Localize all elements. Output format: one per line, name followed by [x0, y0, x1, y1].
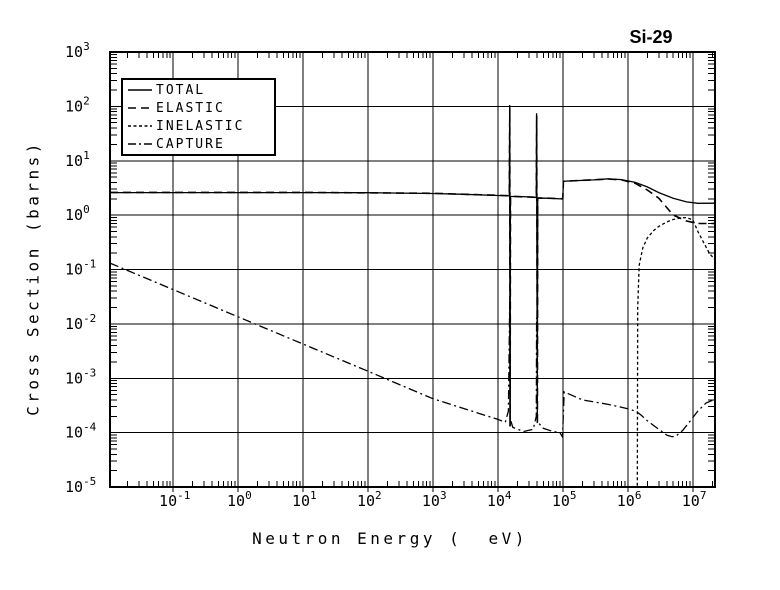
- svg-text:105: 105: [552, 489, 577, 510]
- svg-text:10-1: 10-1: [159, 489, 190, 510]
- capture-line-sample: [128, 143, 152, 145]
- x-axis-label: Neutron Energy ( eV): [252, 529, 528, 548]
- svg-text:106: 106: [617, 489, 642, 510]
- legend-item-inelastic: INELASTIC: [127, 118, 274, 134]
- svg-text:104: 104: [487, 489, 512, 510]
- svg-text:103: 103: [65, 40, 90, 61]
- series-elastic-line: [110, 107, 715, 427]
- x-tick-labels: 10-1 100 101 102 103 104 105 106 107: [159, 489, 706, 510]
- svg-text:107: 107: [682, 489, 707, 510]
- series-total-line: [110, 104, 716, 427]
- plot-frame: [109, 51, 716, 488]
- inelastic-line-sample: [128, 125, 152, 127]
- y-axis-label: Cross Section (barns): [23, 140, 43, 416]
- legend-item-elastic: ELASTIC: [127, 100, 274, 116]
- svg-text:101: 101: [292, 489, 317, 510]
- legend-item-capture: CAPTURE: [127, 136, 274, 152]
- data-curves: [109, 104, 716, 486]
- svg-text:100: 100: [65, 203, 90, 224]
- svg-text:10-2: 10-2: [65, 312, 96, 333]
- svg-text:103: 103: [422, 489, 447, 510]
- legend-label-inelastic: INELASTIC: [156, 118, 245, 134]
- svg-text:100: 100: [227, 489, 252, 510]
- legend-label-capture: CAPTURE: [156, 136, 225, 152]
- svg-text:10-5: 10-5: [65, 475, 96, 496]
- svg-text:10-1: 10-1: [65, 258, 96, 279]
- total-line-sample: [128, 89, 152, 91]
- plot-title: Si-29: [629, 27, 673, 47]
- legend-label-total: TOTAL: [156, 82, 206, 98]
- svg-text:102: 102: [357, 489, 382, 510]
- grid-lines: [110, 52, 715, 487]
- series-capture-line: [109, 262, 716, 440]
- y-tick-labels: 103 102 101 100 10-1 10-2 10-3 10-4 10-5: [65, 40, 97, 496]
- svg-text:10-4: 10-4: [65, 421, 97, 442]
- legend-box: TOTAL ELASTIC INELASTIC CAPTURE: [121, 78, 276, 156]
- svg-text:10-3: 10-3: [65, 366, 96, 387]
- svg-text:101: 101: [65, 149, 90, 170]
- series-inelastic-line: [636, 216, 716, 486]
- svg-text:102: 102: [65, 94, 90, 115]
- legend-item-total: TOTAL: [127, 82, 274, 98]
- legend-label-elastic: ELASTIC: [156, 100, 225, 116]
- elastic-line-sample: [128, 107, 152, 109]
